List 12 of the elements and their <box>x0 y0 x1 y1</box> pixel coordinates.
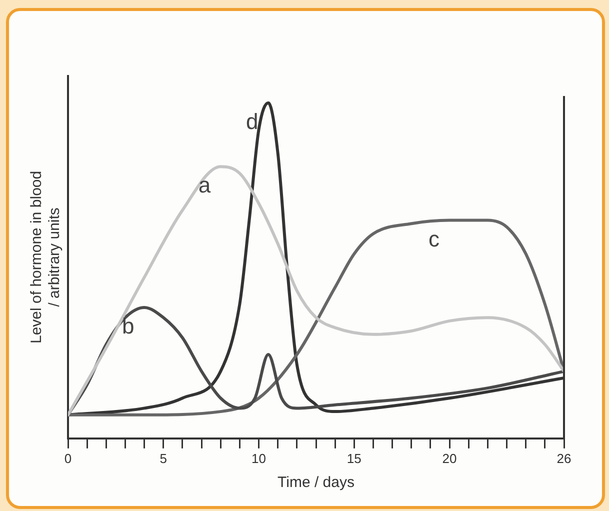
x-tick-label: 0 <box>64 450 72 466</box>
x-tick-label: 20 <box>442 450 457 466</box>
series-label: b <box>122 314 134 339</box>
x-tick-label: 5 <box>160 450 167 466</box>
x-tick-label: 15 <box>346 450 362 466</box>
series-label: a <box>198 172 212 198</box>
y-axis-title: Level of hormone in blood / arbitrary units <box>28 170 64 344</box>
x-axis-title: Time / days <box>278 474 354 492</box>
series-label: c <box>428 226 440 252</box>
series-label: d <box>246 108 258 134</box>
x-tick-label: 10 <box>252 450 266 466</box>
x-tick-label: 26 <box>556 450 572 466</box>
